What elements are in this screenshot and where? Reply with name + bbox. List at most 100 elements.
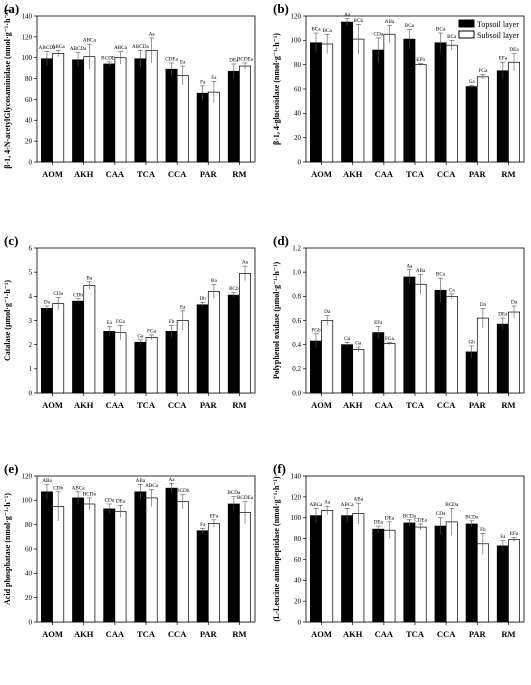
bar-topsoil [165,68,178,163]
significance-letter: Fa [107,320,113,326]
y-tick-label: 1.0 [292,269,301,277]
y-tick-label: 0 [298,158,302,166]
significance-letter: ABa [136,478,146,484]
x-tick-label: TCA [137,629,156,639]
bar-topsoil [72,497,85,623]
x-tick-label: CCA [437,400,456,410]
significance-letter: ABCa [72,485,86,491]
bar-topsoil [196,530,209,623]
x-tick-label: PAR [469,400,487,410]
y-tick-label: 80 [294,535,302,543]
bar-subsoil [145,50,158,163]
bar-topsoil [372,528,385,623]
significance-letter: BCDa [227,490,241,496]
bar-subsoil [176,320,189,394]
x-tick-label: PAR [469,629,487,639]
x-tick-label: AOM [311,629,332,639]
bar-subsoil [83,56,96,163]
bar-subsoil [145,337,158,394]
x-tick-label: RM [501,629,515,639]
x-tick-label: CAA [106,629,125,639]
y-axis-label: Catalase (μmol·g⁻¹·h⁻¹) [3,280,12,361]
x-tick-label: TCA [406,400,425,410]
significance-letter: Ga [355,341,362,347]
bar-subsoil [445,44,458,163]
significance-letter: DEa [385,515,395,521]
significance-letter: Aa [169,477,176,483]
significance-letter: ABa [385,19,395,25]
y-tick-label: 6 [29,244,33,252]
significance-letter: Fa [200,522,206,528]
bar-topsoil [310,340,322,394]
significance-letter: ABCa [145,483,159,489]
bar-subsoil [352,349,365,394]
significance-letter: FGa [385,336,395,342]
y-tick-label: 20 [25,138,33,146]
significance-letter: FGb [311,327,321,333]
x-tick-label: TCA [137,169,156,179]
panel-5: (e) 0 20 40 60 80 100 120 Acid phosphatase (nmol… [3,461,256,639]
x-tick-label: PAR [469,169,487,179]
significance-letter: Ea [180,60,186,66]
y-tick-label: 120 [22,472,33,480]
significance-letter: BCa [436,272,446,278]
x-tick-label: RM [232,169,246,179]
bar-topsoil [103,63,116,163]
significance-letter: DEa [374,520,384,526]
significance-letter: Da [324,309,331,315]
y-tick-label: 0.0 [292,389,301,397]
significance-letter: Gb [469,339,476,345]
x-tick-label: PAR [200,629,218,639]
bar-topsoil [41,308,53,394]
bar-subsoil [508,539,520,623]
significance-letter: Fa [211,75,217,81]
x-tick-label: CAA [106,400,125,410]
significance-letter: ABCa [114,45,128,51]
y-tick-label: 20 [294,134,302,142]
significance-letter: BCDb [176,488,190,494]
bar-subsoil [476,76,489,163]
bar-subsoil [414,283,427,394]
y-tick-label: 100 [291,514,302,522]
significance-letter: Ga [137,333,144,339]
bar-topsoil [134,58,147,163]
bar-topsoil [103,508,116,623]
x-tick-label: CAA [375,169,394,179]
bar-topsoil [341,21,354,163]
significance-letter: CDEa [414,517,427,523]
significance-letter: ABa [416,268,426,274]
bar-topsoil [310,42,322,163]
x-tick-label: AKH [74,400,94,410]
x-tick-label: CAA [375,629,394,639]
y-tick-label: 120 [22,33,33,41]
significance-letter: BCDEa [101,55,118,61]
bar-subsoil [207,91,220,163]
bar-topsoil [434,289,447,394]
significance-letter: BCa [405,23,415,29]
bar-topsoil [134,341,147,394]
bar-subsoil [52,303,65,394]
significance-letter: ABCa [341,502,355,508]
bar-subsoil [114,57,127,163]
y-tick-label: 60 [25,545,33,553]
significance-letter: FGa [116,319,126,325]
x-tick-label: TCA [406,629,425,639]
significance-letter: BCa [311,27,321,33]
significance-letter: ABCa [52,44,66,50]
bar-subsoil [114,510,127,623]
significance-letter: BCDa [465,514,479,520]
significance-letter: BCDEa [237,495,254,501]
significance-letter: Fb [169,319,175,325]
x-tick-label: TCA [406,169,425,179]
x-tick-label: TCA [137,400,156,410]
bar-subsoil [52,506,65,623]
x-tick-label: CCA [168,400,187,410]
y-tick-label: 100 [291,37,302,45]
significance-letter: ABCDa [39,45,56,51]
bar-topsoil [165,487,178,623]
significance-letter: DEa [509,47,519,53]
significance-letter: ABa [42,478,52,484]
significance-letter: BCb [229,286,239,292]
